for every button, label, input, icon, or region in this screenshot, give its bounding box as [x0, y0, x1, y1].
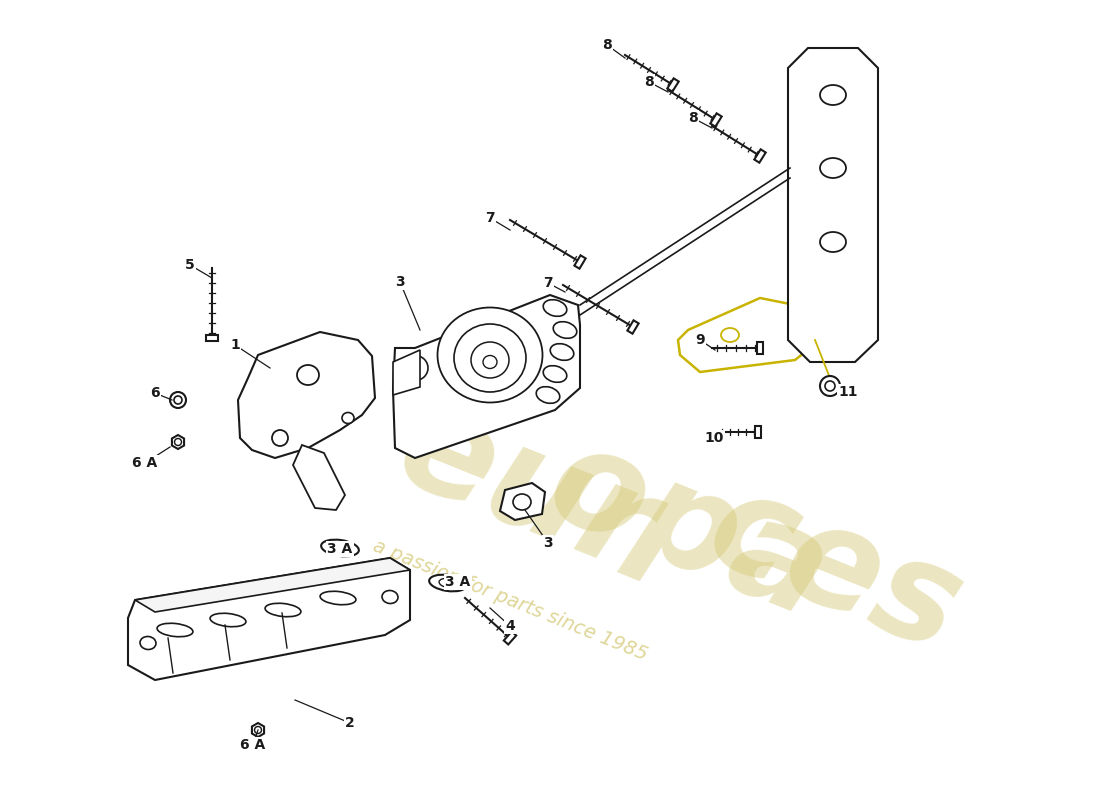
Ellipse shape — [297, 365, 319, 385]
Ellipse shape — [157, 623, 192, 637]
Ellipse shape — [272, 430, 288, 446]
Ellipse shape — [820, 376, 840, 396]
Ellipse shape — [553, 322, 576, 338]
Ellipse shape — [174, 396, 182, 404]
Text: 9: 9 — [695, 333, 705, 347]
Text: 3 A: 3 A — [328, 542, 353, 556]
Text: eur: eur — [379, 378, 673, 602]
Polygon shape — [252, 723, 264, 737]
Polygon shape — [757, 342, 763, 354]
Ellipse shape — [471, 342, 509, 378]
Ellipse shape — [543, 366, 566, 382]
Text: ces: ces — [690, 459, 981, 681]
Ellipse shape — [439, 578, 456, 588]
Text: a passion for parts since 1985: a passion for parts since 1985 — [370, 536, 650, 664]
Polygon shape — [128, 558, 410, 680]
Ellipse shape — [402, 355, 428, 381]
Polygon shape — [393, 295, 580, 458]
Ellipse shape — [175, 438, 182, 446]
Polygon shape — [755, 150, 766, 162]
Ellipse shape — [382, 590, 398, 603]
Polygon shape — [393, 350, 420, 395]
Polygon shape — [135, 558, 410, 612]
Polygon shape — [504, 631, 516, 645]
Ellipse shape — [320, 591, 356, 605]
Polygon shape — [678, 298, 815, 372]
Polygon shape — [206, 335, 218, 341]
Ellipse shape — [140, 637, 156, 650]
Polygon shape — [788, 48, 878, 362]
Text: 3: 3 — [395, 275, 405, 289]
Polygon shape — [627, 320, 639, 334]
Ellipse shape — [825, 381, 835, 391]
Text: 3: 3 — [543, 536, 553, 550]
Polygon shape — [172, 435, 184, 449]
Text: 8: 8 — [645, 75, 653, 89]
Ellipse shape — [342, 413, 354, 423]
Ellipse shape — [820, 232, 846, 252]
Text: opa: opa — [530, 414, 848, 646]
Text: 11: 11 — [838, 385, 858, 399]
Ellipse shape — [483, 355, 497, 369]
Text: 1: 1 — [230, 338, 240, 352]
Text: 4: 4 — [505, 619, 515, 633]
Ellipse shape — [321, 540, 359, 556]
Text: 6 A: 6 A — [132, 456, 157, 470]
Text: 5: 5 — [185, 258, 195, 272]
Text: 6 A: 6 A — [241, 738, 265, 752]
Ellipse shape — [210, 614, 246, 626]
Text: 3 A: 3 A — [446, 575, 471, 589]
Ellipse shape — [820, 85, 846, 105]
Ellipse shape — [438, 307, 542, 402]
Ellipse shape — [265, 603, 301, 617]
Text: 7: 7 — [543, 276, 553, 290]
Ellipse shape — [536, 386, 560, 403]
Text: 8: 8 — [689, 111, 697, 125]
Ellipse shape — [720, 328, 739, 342]
Ellipse shape — [394, 348, 436, 388]
Text: 8: 8 — [602, 38, 612, 52]
Ellipse shape — [170, 392, 186, 408]
Polygon shape — [755, 426, 761, 438]
Polygon shape — [500, 483, 544, 520]
Ellipse shape — [820, 158, 846, 178]
Polygon shape — [711, 114, 722, 126]
Text: 7: 7 — [485, 211, 495, 225]
Ellipse shape — [454, 324, 526, 392]
Text: 2: 2 — [345, 716, 355, 730]
Polygon shape — [293, 445, 345, 510]
Text: 10: 10 — [704, 431, 724, 445]
Ellipse shape — [550, 344, 574, 360]
Ellipse shape — [429, 574, 466, 591]
Ellipse shape — [331, 543, 349, 553]
Polygon shape — [574, 255, 585, 269]
Ellipse shape — [254, 726, 262, 734]
Ellipse shape — [513, 494, 531, 510]
Text: 6: 6 — [151, 386, 160, 400]
Ellipse shape — [543, 300, 566, 316]
Polygon shape — [238, 332, 375, 458]
Polygon shape — [668, 78, 679, 92]
